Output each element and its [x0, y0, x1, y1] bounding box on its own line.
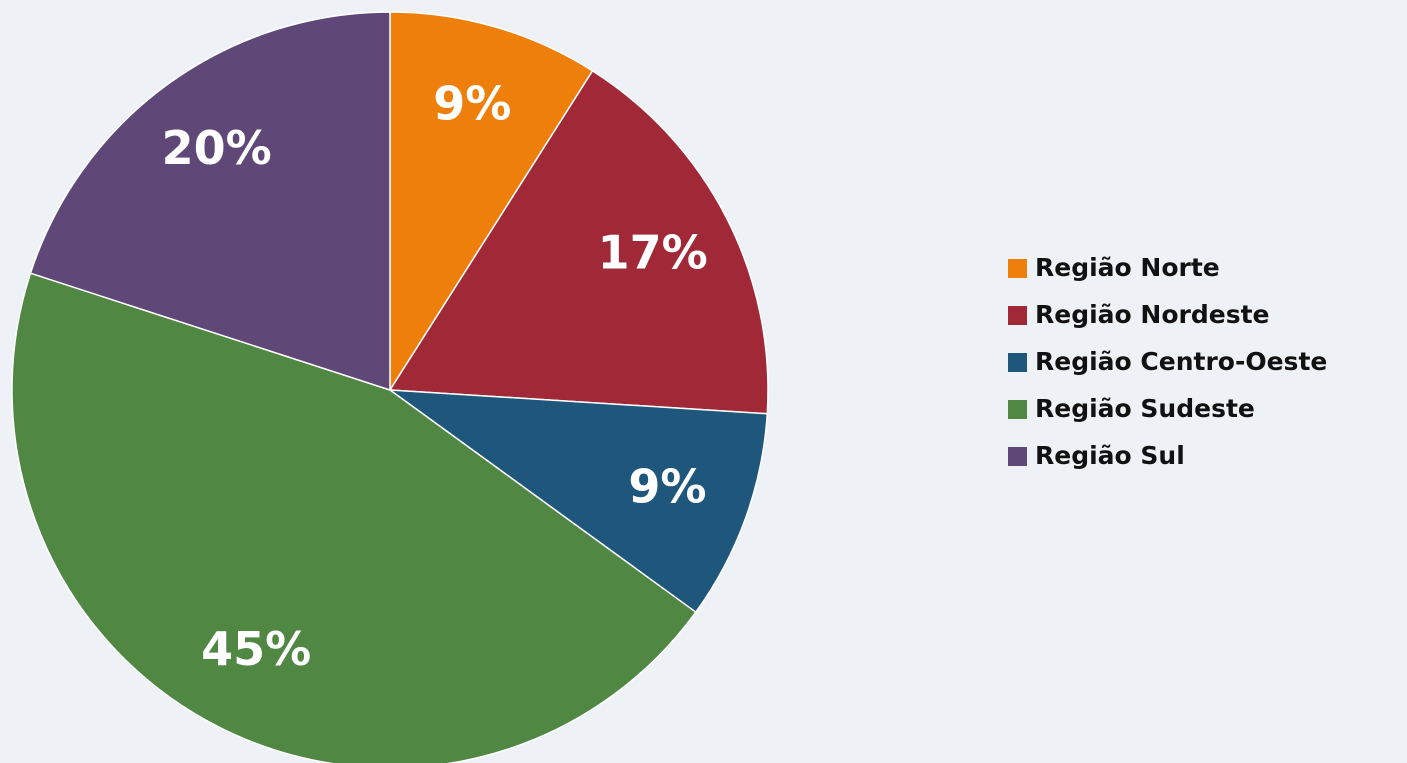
pie-slice	[29, 11, 391, 392]
legend-label: Região Sudeste	[1035, 394, 1255, 423]
pie-slice	[11, 272, 697, 763]
data-label: 45%	[201, 622, 311, 676]
legend-swatch	[1008, 447, 1027, 466]
data-label: 9%	[433, 76, 511, 130]
legend-label: Região Sul	[1035, 441, 1185, 470]
data-label: 17%	[598, 226, 708, 280]
pie: 9% 17% 9% 45% 20%	[11, 11, 769, 763]
legend-label: Região Norte	[1035, 253, 1220, 282]
pie-slice	[388, 69, 769, 415]
legend-swatch	[1008, 306, 1027, 325]
legend: Região Norte Região Nordeste Região Centro…	[1008, 253, 1327, 470]
pie-slice	[389, 11, 594, 393]
legend-swatch	[1008, 259, 1027, 278]
pie-slice	[387, 389, 769, 614]
legend-label: Região Nordeste	[1035, 300, 1270, 329]
legend-label: Região Centro-Oeste	[1035, 347, 1327, 376]
legend-swatch	[1008, 400, 1027, 419]
legend-swatch	[1008, 353, 1027, 372]
data-label: 9%	[628, 459, 706, 513]
data-label: 20%	[162, 121, 272, 175]
